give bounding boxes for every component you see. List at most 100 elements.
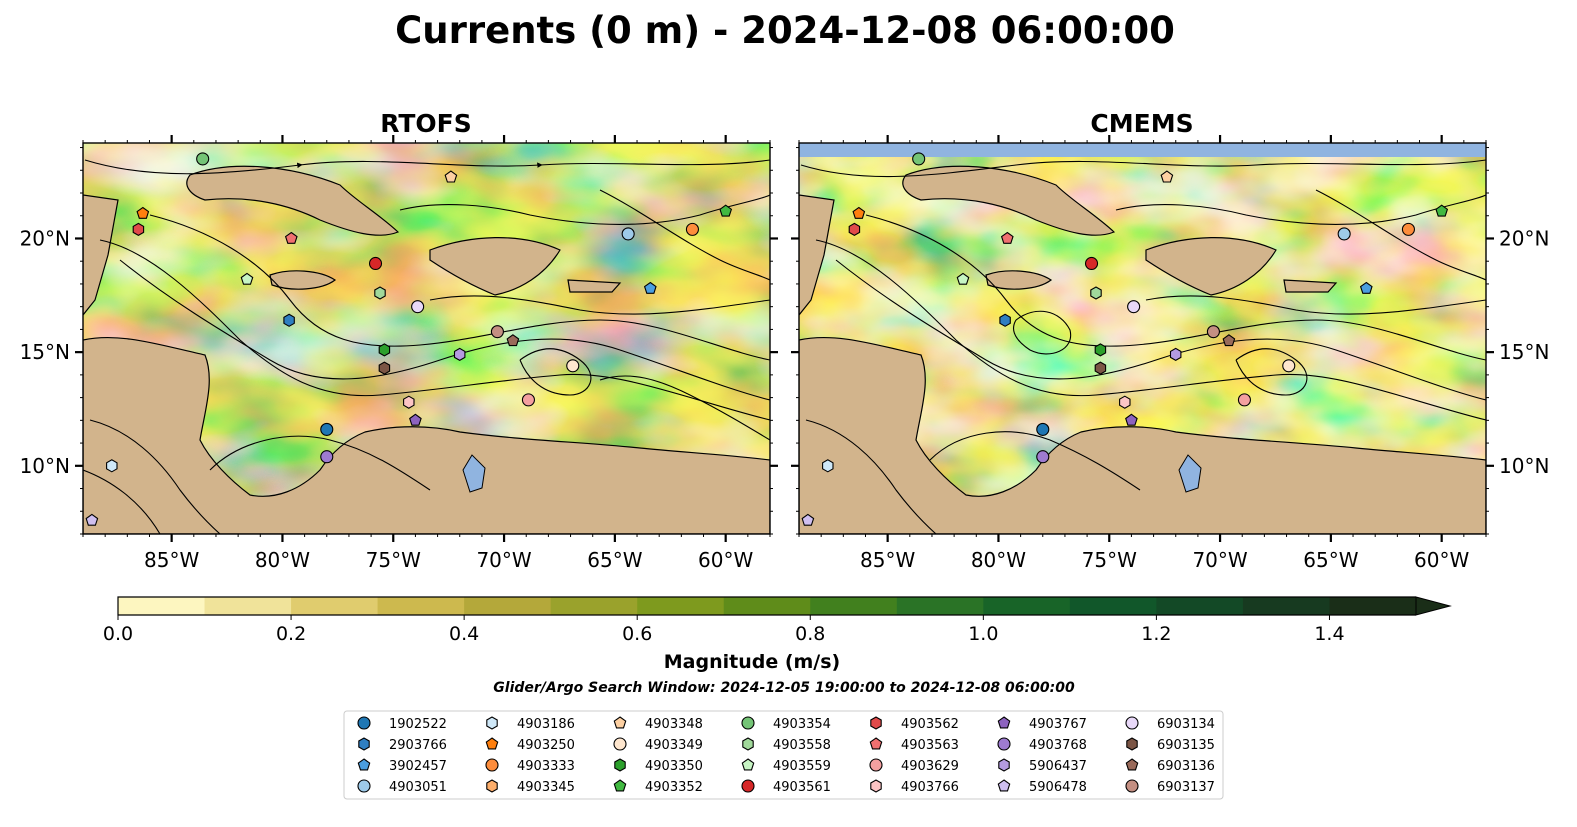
colorbar-bin (291, 597, 379, 615)
float-marker-5906437 (1169, 347, 1182, 362)
legend-label: 4903250 (517, 738, 575, 753)
x-tick-label: 75°W (1082, 548, 1137, 572)
float-marker-4903562 (848, 222, 861, 237)
float-marker-4903186 (822, 459, 834, 473)
colorbar-tick-label: 0.2 (276, 623, 306, 645)
legend-entry-4903561: 4903561 (741, 779, 831, 795)
legend-label: 4903629 (901, 759, 959, 774)
x-tick-label: 75°W (366, 548, 421, 572)
x-tick-label: 65°W (587, 548, 642, 572)
legend-entry-6903134: 6903134 (1125, 716, 1215, 732)
colorbar-tick-label: 1.2 (1141, 623, 1171, 645)
float-marker-6903136 (1222, 334, 1236, 347)
colorbar-outline (117, 596, 1416, 616)
legend-label: 4903349 (645, 738, 703, 753)
legend-marker (997, 716, 1011, 729)
colorbar-bin (118, 597, 206, 615)
float-marker-4903768 (320, 450, 334, 464)
legend-marker (613, 779, 627, 792)
legend-label: 4903333 (517, 759, 575, 774)
legend-entry-4903352: 4903352 (613, 779, 703, 795)
legend-label: 4903186 (517, 717, 575, 732)
legend-entry-4903562: 4903562 (870, 716, 959, 732)
legend-marker (1126, 737, 1138, 751)
float-marker-5906478 (85, 513, 99, 526)
colorbar-bin (723, 597, 811, 615)
float-marker-6903135 (1094, 361, 1107, 375)
legend-entries: 1902522 2903766 3902457 4903051 4903186 49032… (357, 716, 1215, 795)
legend-entry-4903766: 4903766 (870, 779, 959, 795)
legend-label: 4903559 (773, 759, 831, 774)
legend-marker (486, 716, 498, 730)
legend-label: 2903766 (389, 738, 447, 753)
float-marker-4903558 (374, 286, 386, 300)
legend-label: 6903136 (1157, 759, 1215, 774)
legend-marker (741, 716, 755, 730)
legend-entry-4903563: 4903563 (869, 737, 959, 753)
float-marker-4903250 (136, 206, 150, 219)
legend-marker (613, 716, 627, 729)
legend-label: 4903558 (773, 738, 831, 753)
colorbar-tick-label: 0.0 (103, 623, 133, 645)
legend-frame (343, 710, 1224, 800)
colorbar-bin (377, 597, 465, 615)
colorbar-bin (550, 597, 638, 615)
float-marker-4903349 (1282, 359, 1296, 373)
legend-label: 5906437 (1029, 759, 1087, 774)
legend-entry-2903766: 2903766 (358, 737, 447, 753)
legend-label: 4903767 (1029, 717, 1087, 732)
float-marker-4903563 (284, 231, 298, 244)
legend-entry-6903137: 6903137 (1125, 779, 1215, 795)
legend-label: 4903563 (901, 738, 959, 753)
float-marker-4903186 (106, 459, 118, 473)
float-marker-5906437 (453, 347, 466, 362)
float-marker-6903134 (1127, 300, 1141, 314)
legend-label: 4903350 (645, 759, 703, 774)
legend-label: 6903137 (1157, 780, 1215, 795)
float-marker-6903134 (411, 300, 425, 314)
legend-label: 4903352 (645, 780, 703, 795)
colorbar-bin (637, 597, 725, 615)
colorbar-tick-label: 1.0 (968, 623, 998, 645)
x-tick-label: 65°W (1303, 548, 1358, 572)
legend-label: 6903134 (1157, 717, 1215, 732)
axes-ticks-cmems: 85°W 80°W 75°W 70°W 65°W 60°W 10°N 15°N 20°N (791, 135, 1549, 572)
legend-entry-4903768: 4903768 (997, 737, 1087, 753)
float-marker-4903563 (1000, 231, 1014, 244)
float-marker-4903766 (1119, 395, 1131, 409)
colorbar-bin (983, 597, 1071, 615)
legend-marker (869, 758, 883, 772)
float-marker-4903348 (1160, 170, 1174, 183)
legend-marker (997, 737, 1011, 751)
legend: 1902522 2903766 3902457 4903051 4903186 49032… (343, 710, 1224, 800)
y-tick-label: 10°N (1499, 454, 1549, 478)
y-tick-label: 20°N (1499, 226, 1549, 250)
x-tick-label: 80°W (971, 548, 1026, 572)
float-marker-1902522 (320, 422, 334, 436)
float-marker-4903767 (409, 413, 422, 426)
land-masses (83, 165, 770, 534)
float-marker-6903135 (378, 361, 391, 375)
legend-marker (1125, 758, 1139, 771)
colorbar-ticks: 0.0 0.2 0.4 0.6 0.8 1.0 1.2 1.4 (103, 615, 1345, 645)
legend-marker (485, 737, 499, 750)
float-marker-4903350 (1094, 343, 1107, 357)
float-marker-4903333 (1401, 222, 1415, 236)
panel-cmems: CMEMS (791, 109, 1549, 572)
colorbar-label: Magnitude (m/s) (664, 651, 841, 673)
colorbar: 0.0 0.2 0.4 0.6 0.8 1.0 1.2 1.4 Magnitude (m/s) (103, 596, 1452, 673)
float-marker-6903137 (1206, 325, 1220, 339)
float-marker-4903349 (566, 359, 580, 373)
legend-label: 4903345 (517, 780, 575, 795)
streamlines (800, 159, 1486, 534)
legend-label: 4903766 (901, 780, 959, 795)
float-marker-4903561 (368, 256, 383, 271)
colorbar-tick-label: 0.8 (795, 623, 825, 645)
float-marker-4903051 (1337, 227, 1351, 241)
float-marker-2903766 (283, 313, 295, 327)
panel-title-cmems: CMEMS (1090, 109, 1193, 138)
legend-marker (741, 758, 755, 771)
float-marker-4903352 (1435, 204, 1449, 217)
x-tick-label: 60°W (698, 548, 753, 572)
